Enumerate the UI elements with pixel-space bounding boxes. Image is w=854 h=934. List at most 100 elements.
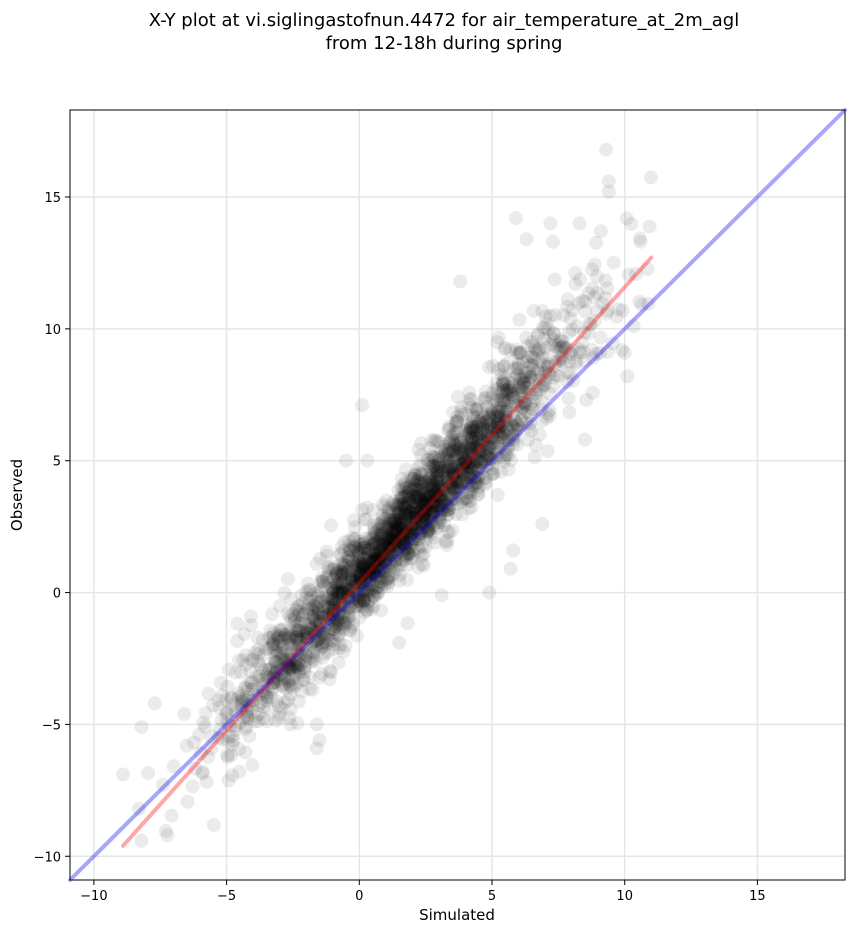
scatter-point-799: [437, 439, 452, 454]
scatter-point-709: [367, 523, 382, 538]
scatter-point-2114: [518, 369, 533, 384]
scatter-point-501: [429, 483, 443, 498]
scatter-point-530: [305, 602, 320, 617]
scatter-point-71: [345, 592, 360, 607]
y-tick-label-5: 15: [44, 191, 61, 206]
scatter-point-821: [201, 749, 216, 764]
scatter-point-2214: [441, 507, 456, 522]
scatter-point-1246: [335, 565, 349, 580]
scatter-point-559: [540, 359, 555, 374]
scatter-point-1279: [290, 646, 305, 661]
scatter-point-1371: [278, 681, 293, 696]
scatter-point-1093: [356, 594, 371, 609]
scatter-point-822: [471, 433, 486, 447]
scatter-point-2384: [392, 539, 407, 554]
scatter-point-499: [437, 443, 452, 457]
scatter-point-1132: [397, 500, 412, 515]
scatter-point-2218: [326, 594, 341, 609]
scatter-point-2524: [116, 767, 131, 782]
scatter-point-2281: [358, 567, 373, 582]
scatter-point-722: [428, 458, 443, 473]
scatter-point-2521: [312, 733, 327, 748]
scatter-point-437: [362, 574, 377, 589]
scatter-point-1307: [366, 584, 381, 599]
scatter-point-189: [563, 347, 578, 362]
scatter-point-633: [336, 644, 351, 659]
scatter-point-1927: [356, 557, 371, 572]
scatter-point-583: [351, 588, 366, 603]
scatter-point-81: [432, 488, 447, 503]
scatter-point-1255: [485, 406, 500, 421]
scatter-point-1812: [458, 459, 473, 473]
scatter-point-2410: [402, 547, 416, 562]
scatter-point-1611: [310, 599, 325, 614]
scatter-point-1541: [478, 475, 493, 490]
scatter-point-540: [409, 483, 424, 497]
scatter-point-611: [439, 495, 454, 510]
scatter-point-2451: [361, 554, 376, 568]
scatter-point-449: [494, 385, 508, 400]
scatter-point-50: [469, 423, 484, 438]
scatter-point-308: [358, 539, 373, 554]
scatter-point-768: [433, 514, 448, 529]
scatter-point-810: [363, 562, 378, 577]
scatter-point-710: [446, 469, 461, 484]
scatter-point-931: [356, 582, 371, 596]
scatter-point-1232: [468, 431, 483, 446]
scatter-point-1507: [491, 404, 506, 419]
scatter-point-1669: [229, 705, 244, 720]
scatter-point-203: [347, 539, 362, 554]
scatter-point-25: [448, 438, 463, 453]
scatter-point-2221: [423, 515, 438, 530]
scatter-point-2348: [166, 759, 181, 774]
scatter-point-2070: [308, 625, 323, 640]
scatter-point-2268: [401, 493, 416, 508]
scatter-point-231: [354, 555, 369, 570]
scatter-point-2238: [516, 370, 531, 385]
scatter-point-2380: [376, 545, 391, 560]
scatter-point-1451: [600, 303, 615, 318]
scatter-point-686: [430, 460, 444, 475]
scatter-point-1249: [315, 639, 330, 654]
scatter-point-1622: [300, 626, 315, 641]
scatter-point-1431: [404, 538, 419, 553]
scatter-point-2226: [407, 494, 422, 509]
scatter-point-1019: [537, 365, 552, 380]
scatter-point-306: [337, 598, 352, 613]
scatter-point-1290: [430, 466, 445, 480]
scatter-point-13: [498, 409, 513, 424]
scatter-point-151: [355, 599, 370, 614]
scatter-point-885: [416, 487, 431, 502]
scatter-point-1979: [408, 523, 422, 538]
scatter-point-430: [510, 368, 525, 383]
scatter-point-1166: [277, 676, 292, 691]
scatter-point-1395: [461, 454, 476, 469]
scatter-point-1403: [336, 560, 350, 575]
scatter-point-655: [421, 495, 436, 509]
scatter-point-2192: [266, 668, 281, 683]
scatter-point-399: [404, 525, 419, 540]
scatter-point-2437: [245, 653, 260, 668]
scatter-point-1572: [432, 449, 447, 464]
scatter-point-733: [331, 594, 346, 609]
scatter-point-502: [321, 575, 336, 590]
scatter-point-2374: [332, 588, 347, 603]
scatter-point-158: [456, 461, 471, 476]
scatter-point-1872: [380, 536, 395, 551]
scatter-point-2108: [432, 469, 447, 484]
scatter-point-1197: [331, 606, 345, 621]
scatter-point-858: [449, 426, 464, 441]
scatter-point-2333: [314, 609, 329, 624]
scatter-point-225: [525, 350, 540, 365]
scatter-point-2157: [407, 487, 422, 502]
scatter-point-1033: [292, 624, 306, 639]
scatter-point-1338: [514, 395, 529, 410]
scatter-point-2426: [256, 679, 270, 694]
scatter-point-1967: [401, 486, 416, 501]
scatter-point-2307: [492, 410, 507, 425]
scatter-point-2321: [388, 525, 402, 539]
scatter-point-1110: [319, 544, 334, 559]
scatter-point-236: [398, 502, 413, 517]
scatter-point-35: [308, 594, 323, 609]
scatter-point-1458: [338, 578, 353, 593]
